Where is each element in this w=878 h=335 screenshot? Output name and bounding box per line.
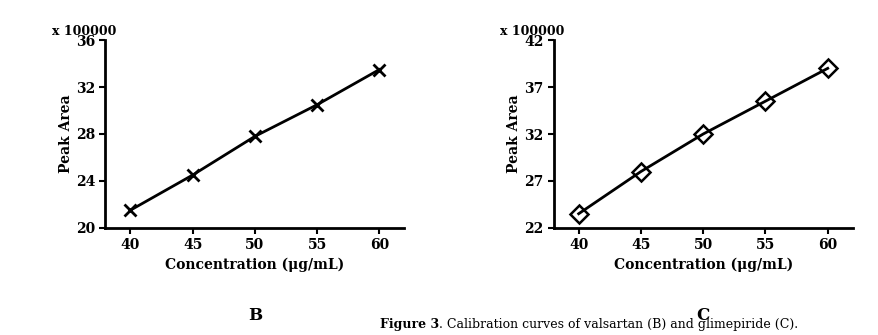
Y-axis label: Peak Area: Peak Area: [507, 95, 521, 173]
Text: . Calibration curves of valsartan (B) and glimepiride (C).: . Calibration curves of valsartan (B) an…: [439, 318, 798, 331]
X-axis label: Concentration (μg/mL): Concentration (μg/mL): [613, 258, 792, 272]
Text: B: B: [248, 307, 262, 324]
Y-axis label: Peak Area: Peak Area: [59, 95, 73, 173]
Text: Figure 3: Figure 3: [380, 318, 439, 331]
Text: x 100000: x 100000: [52, 25, 116, 38]
Text: x 100000: x 100000: [500, 25, 564, 38]
Text: C: C: [695, 307, 709, 324]
X-axis label: Concentration (μg/mL): Concentration (μg/mL): [165, 258, 344, 272]
